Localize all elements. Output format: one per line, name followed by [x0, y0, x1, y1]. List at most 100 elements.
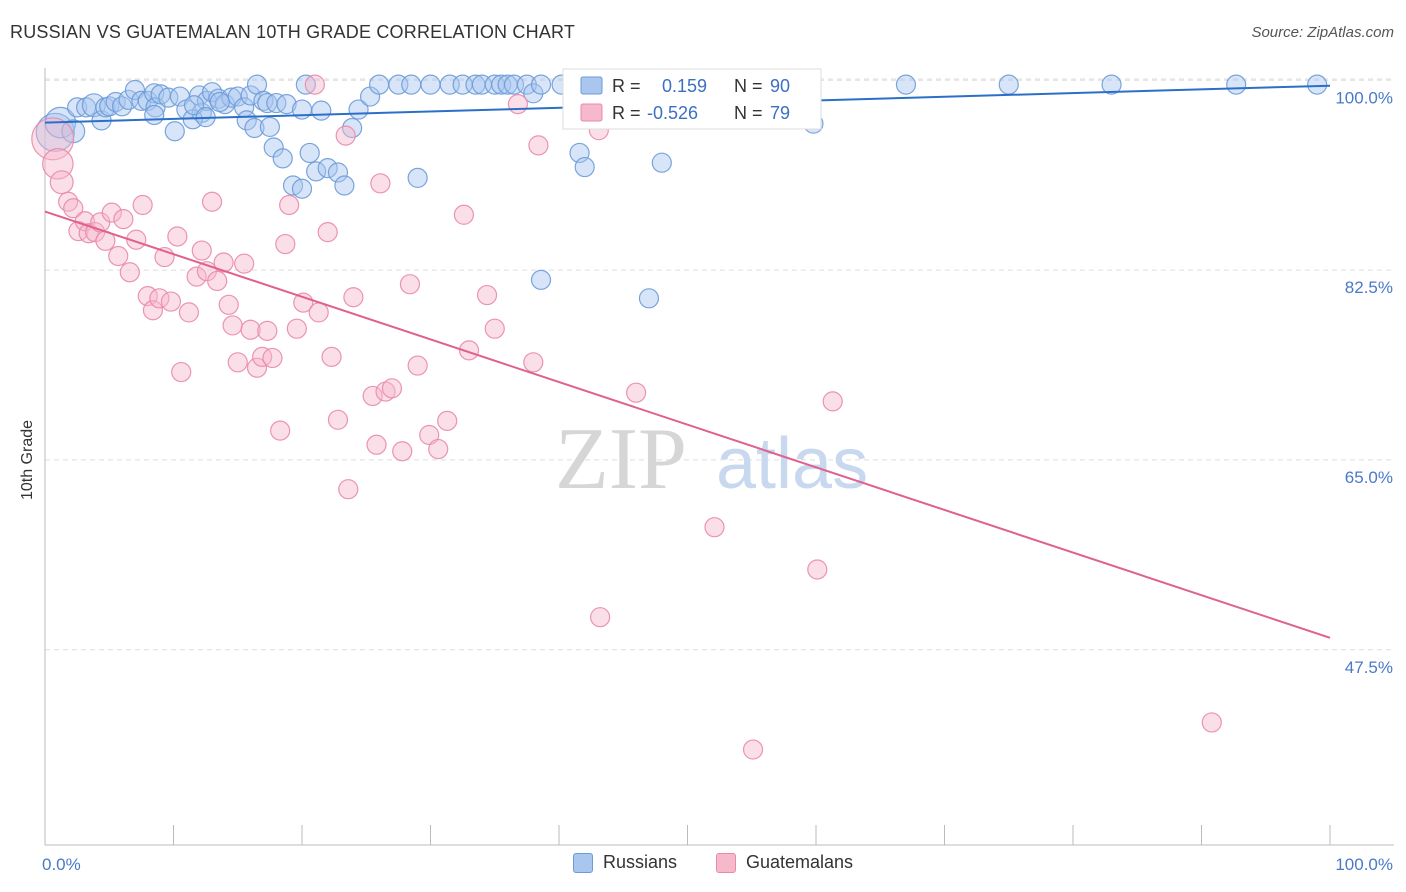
guatemalan-point-53: [362, 385, 383, 407]
guatemalan-point-2: [49, 170, 74, 195]
russian-point-53: [311, 100, 332, 121]
guatemalans-trend-line: [44, 210, 1331, 639]
legend-item-guatemalans: Guatemalans: [716, 852, 853, 873]
guatemalan-point-74: [704, 517, 725, 538]
watermark-zip: ZIP: [555, 411, 687, 508]
guatemalans-points: [31, 74, 1222, 760]
guatemalan-point-43: [286, 318, 307, 339]
guatemalan-point-52: [343, 287, 364, 308]
legend-swatch-guatemalans-bottom: [716, 852, 736, 873]
guatemalan-point-50: [335, 125, 356, 146]
russian-point-82: [638, 288, 660, 309]
guatemalan-point-34: [234, 253, 255, 274]
guatemalan-point-58: [392, 441, 413, 462]
guatemalan-point-61: [419, 424, 440, 446]
y-tick-label-0: 100.0%: [1335, 88, 1393, 107]
russian-point-89: [895, 74, 917, 95]
legend-swatch-russians-bottom: [573, 852, 593, 873]
guatemalan-point-25: [186, 266, 207, 287]
russian-point-78: [574, 156, 595, 178]
guatemalan-point-38: [257, 320, 278, 341]
legend-r-value-guatemalans: -0.526: [647, 103, 698, 123]
legend-label-russians: Russians: [603, 852, 678, 872]
legend-r-value-russians: 0.159: [662, 76, 707, 96]
legend-n-value-russians: 90: [770, 76, 790, 96]
guatemalan-point-69: [523, 352, 544, 373]
guatemalan-point-55: [370, 173, 391, 194]
russian-point-30: [240, 85, 261, 106]
guatemalan-point-41: [275, 233, 296, 255]
y-tick-label-2: 65.0%: [1345, 468, 1393, 487]
stats-legend: R = 0.159 N = 90 R = -0.526 N = 79: [562, 68, 822, 130]
x-tick-label-0: 0.0%: [42, 855, 81, 874]
russian-point-43: [209, 91, 230, 113]
guatemalan-point-15: [126, 229, 147, 250]
y-axis-label: 10th Grade: [19, 420, 36, 500]
guatemalan-point-23: [171, 361, 192, 383]
legend-swatch-russians: [580, 76, 603, 95]
russian-point-64: [420, 74, 441, 95]
guatemalan-point-37: [252, 346, 273, 367]
guatemalan-point-73: [625, 382, 647, 403]
guatemalan-point-33: [227, 352, 248, 373]
russian-point-75: [530, 74, 552, 95]
guatemalan-point-78: [1201, 712, 1222, 733]
russian-point-52: [306, 161, 327, 182]
russian-point-48: [272, 148, 293, 169]
guatemalan-point-26: [191, 240, 212, 261]
guatemalan-point-54: [366, 434, 387, 455]
russian-point-51: [299, 142, 320, 164]
guatemalan-point-24: [178, 302, 200, 323]
russian-point-63: [407, 167, 428, 188]
russian-point-93: [530, 269, 552, 290]
russian-point-94: [1307, 74, 1328, 95]
y-tick-label-1: 82.5%: [1345, 278, 1393, 297]
russian-point-38: [144, 104, 165, 126]
guatemalan-point-77: [822, 391, 843, 412]
russian-point-91: [1101, 74, 1122, 95]
guatemalan-point-63: [437, 410, 458, 431]
legend-n-label-russians: N =: [734, 76, 763, 96]
guatemalan-point-66: [476, 284, 498, 306]
guatemalan-point-62: [428, 438, 449, 460]
russian-point-56: [334, 175, 355, 196]
guatemalan-point-72: [590, 607, 611, 628]
y-tick-label-3: 47.5%: [1345, 658, 1393, 677]
guatemalan-point-32: [222, 315, 243, 336]
y-tick-labels: 100.0% 82.5% 65.0% 47.5%: [1335, 88, 1393, 676]
legend-n-label-guatemalans: N =: [734, 103, 763, 123]
guatemalan-point-47: [317, 222, 338, 243]
guatemalan-point-12: [108, 245, 129, 267]
x-tick-label-1: 100.0%: [1335, 855, 1393, 874]
russian-point-55: [327, 162, 349, 183]
guatemalan-point-39: [262, 347, 283, 369]
guatemalan-point-28: [201, 191, 223, 212]
legend-n-value-guatemalans: 79: [770, 103, 790, 123]
guatemalan-point-36: [246, 357, 268, 378]
russian-point-45: [244, 117, 265, 139]
guatemalan-point-40: [270, 420, 291, 441]
guatemalan-point-4: [63, 198, 84, 219]
guatemalan-point-16: [132, 194, 153, 216]
guatemalan-point-13: [113, 209, 134, 230]
guatemalan-point-48: [321, 346, 342, 367]
guatemalan-point-14: [119, 262, 140, 283]
x-tick-labels: 0.0% 100.0%: [42, 855, 1393, 874]
russian-point-50: [291, 178, 313, 199]
guatemalan-point-64: [453, 204, 475, 225]
guatemalan-point-60: [407, 355, 428, 376]
guatemalan-point-57: [381, 378, 403, 399]
guatemalan-point-19: [149, 288, 170, 309]
guatemalan-point-45: [304, 74, 325, 95]
russian-point-39: [164, 121, 185, 142]
guatemalan-point-11: [101, 202, 122, 223]
legend-r-label-russians: R =: [612, 76, 641, 96]
guatemalan-point-22: [167, 226, 188, 247]
russian-point-60: [369, 74, 390, 95]
guatemalan-point-59: [399, 274, 421, 295]
legend-r-label-guatemalans: R =: [612, 103, 641, 123]
russian-point-46: [259, 116, 280, 138]
guatemalan-point-67: [484, 318, 505, 339]
russian-point-54: [317, 158, 338, 179]
